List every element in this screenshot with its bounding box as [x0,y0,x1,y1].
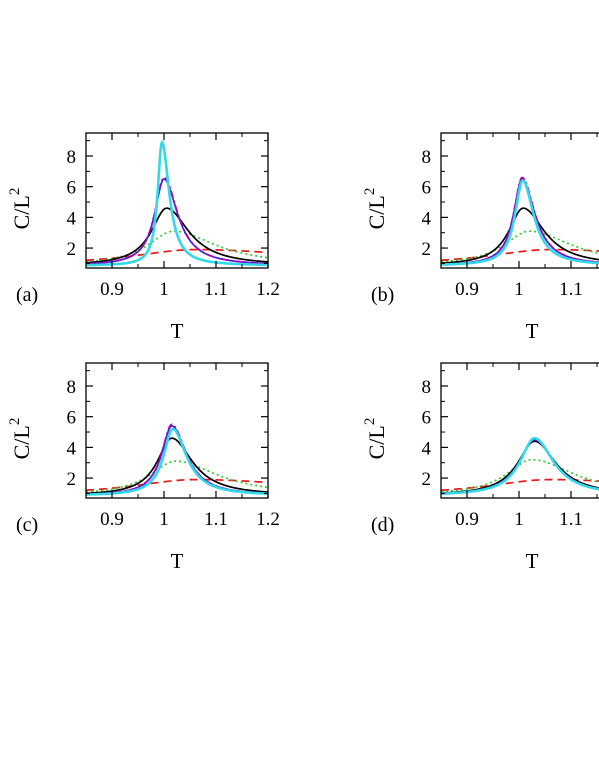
series-line-5 [86,176,268,265]
y-tick-label: 6 [67,178,77,199]
x-tick-label: 0.9 [455,279,479,300]
series-line-3 [441,207,599,264]
x-axis-label: T [526,549,539,573]
y-tick-label: 2 [422,239,432,260]
series-group [86,139,268,267]
series-line-6 [441,436,599,496]
y-axis-label-superscript: 2 [362,188,378,196]
x-tick-label: 0.9 [455,509,479,530]
panel-label: (d) [371,514,394,536]
x-tick-label: 0.9 [100,279,124,300]
y-axis-label-text: C/L [364,195,389,229]
series-line-2 [86,460,268,493]
panel-label: (c) [16,514,38,536]
x-tick-label: 0.9 [100,509,124,530]
series-line-6 [86,427,268,496]
x-axis-label: T [171,319,184,343]
x-tick-label: 1 [514,279,524,300]
y-tick-label: 2 [67,469,77,490]
y-tick-label: 6 [422,408,432,429]
x-axis-label: T [171,549,184,573]
x-tick-label: 1.2 [256,509,280,530]
panel-label: (a) [16,284,38,306]
y-axis-label: C/L2 [362,188,389,230]
panel-label: (b) [371,284,394,306]
series-line-4 [86,425,268,496]
y-tick-label: 8 [67,147,77,168]
y-tick-label: 2 [422,469,432,490]
x-tick-label: 1.1 [204,509,228,530]
y-axis-label: C/L2 [362,418,389,460]
y-axis-label: C/L2 [7,188,34,230]
series-line-6 [86,139,268,267]
x-tick-label: 1.1 [559,509,583,530]
series-group [441,176,599,266]
x-axis-label: T [526,319,539,343]
series-line-2 [441,458,599,493]
y-axis-label: C/L2 [7,418,34,460]
x-tick-label: 1 [159,279,169,300]
y-axis-label-superscript: 2 [7,188,23,196]
plot-frame [85,132,269,269]
series-line-3 [86,207,268,264]
y-tick-label: 4 [422,438,432,459]
y-axis-label-superscript: 2 [7,418,23,426]
series-line-5 [441,438,599,495]
y-tick-label: 4 [422,208,432,229]
y-tick-label: 8 [422,147,432,168]
x-tick-label: 1 [159,509,169,530]
y-tick-label: 8 [67,377,77,398]
y-axis-label-superscript: 2 [362,418,378,426]
series-line-2 [441,230,599,263]
y-tick-label: 4 [67,208,77,229]
plot-frame [440,362,599,499]
x-tick-label: 1.1 [204,279,228,300]
y-tick-label: 8 [422,377,432,398]
series-group [86,423,268,496]
series-line-3 [441,440,599,494]
y-tick-label: 2 [67,239,77,260]
x-tick-label: 1.2 [256,279,280,300]
y-axis-label-text: C/L [9,425,34,459]
y-tick-label: 6 [422,178,432,199]
series-line-3 [86,437,268,495]
x-tick-label: 1 [514,509,524,530]
series-line-6 [441,179,599,266]
x-tick-label: 1.1 [559,279,583,300]
plot-frame [440,132,599,269]
series-line-2 [86,230,268,263]
plot-frame [85,362,269,499]
y-axis-label-text: C/L [364,425,389,459]
y-tick-label: 4 [67,438,77,459]
series-group [441,436,599,496]
series-line-4 [441,438,599,495]
y-axis-label-text: C/L [9,195,34,229]
y-tick-label: 6 [67,408,77,429]
